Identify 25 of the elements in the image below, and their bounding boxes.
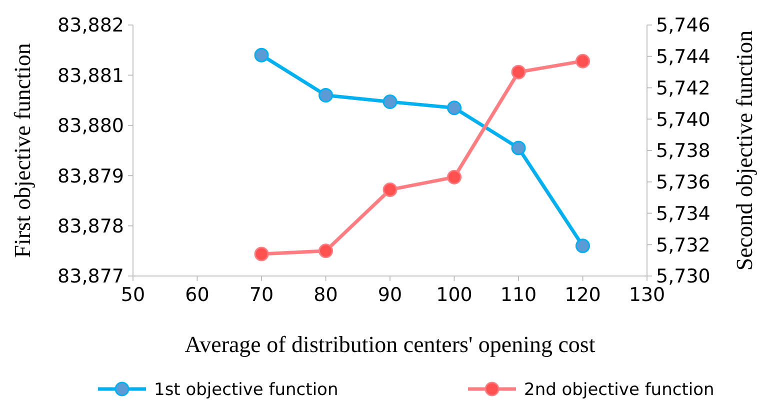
x-tick-label: 80	[314, 284, 338, 306]
y2-tick-label: 5,732	[656, 234, 710, 256]
y-tick-label: 83,878	[58, 215, 124, 238]
x-tick-label: 60	[185, 284, 210, 306]
y2-tick-label: 5,738	[656, 140, 710, 162]
legend-label: 2nd objective function	[524, 380, 714, 400]
y-tick-label: 83,879	[58, 165, 124, 188]
x-tick-label: 90	[378, 284, 402, 306]
x-tick-label: 100	[436, 284, 472, 306]
y2-tick-label: 5,746	[656, 14, 710, 37]
x-tick-label: 110	[500, 284, 537, 306]
y2-tick-label: 5,742	[656, 77, 710, 100]
y2-tick-label: 5,734	[656, 202, 710, 225]
y-tick-label: 83,881	[58, 64, 124, 87]
x-tick-label: 120	[564, 284, 601, 306]
y2-tick-label: 5,740	[656, 108, 710, 131]
y2-tick-label: 5,744	[656, 46, 710, 68]
y2-tick-label: 5,736	[656, 172, 710, 194]
legend-label: 1st objective function	[154, 380, 338, 400]
y-tick-label: 83,880	[58, 115, 124, 138]
y-tick-label: 83,882	[58, 14, 124, 37]
x-tick-label: 70	[249, 284, 274, 306]
x-axis-title: Average of distribution centers' opening cost	[184, 332, 596, 357]
y2-axis-title: Second objective function	[732, 30, 757, 271]
y-axis-title: First objective function	[10, 42, 35, 258]
